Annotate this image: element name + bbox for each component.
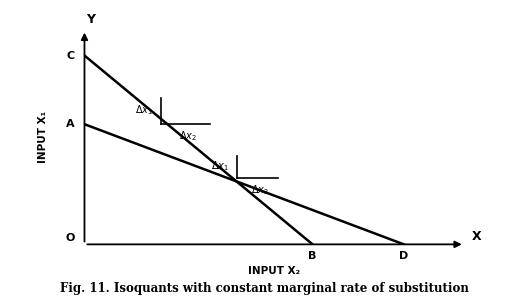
Text: $\Delta x_1$: $\Delta x_1$ <box>135 103 153 117</box>
Text: A: A <box>67 119 75 129</box>
Text: $\Delta x_1$: $\Delta x_1$ <box>211 159 229 173</box>
Text: B: B <box>308 251 317 261</box>
Text: C: C <box>67 51 75 60</box>
Text: $\Delta x_2$: $\Delta x_2$ <box>178 130 197 143</box>
Text: $\Delta x_2$: $\Delta x_2$ <box>251 183 269 197</box>
Text: INPUT X₂: INPUT X₂ <box>249 266 300 276</box>
Text: Y: Y <box>87 13 96 26</box>
Text: X: X <box>472 230 482 243</box>
Text: O: O <box>65 233 75 243</box>
Text: D: D <box>399 251 409 261</box>
Text: Fig. 11. Isoquants with constant marginal rate of substitution: Fig. 11. Isoquants with constant margina… <box>60 282 468 295</box>
Text: INPUT X₁: INPUT X₁ <box>37 111 48 163</box>
